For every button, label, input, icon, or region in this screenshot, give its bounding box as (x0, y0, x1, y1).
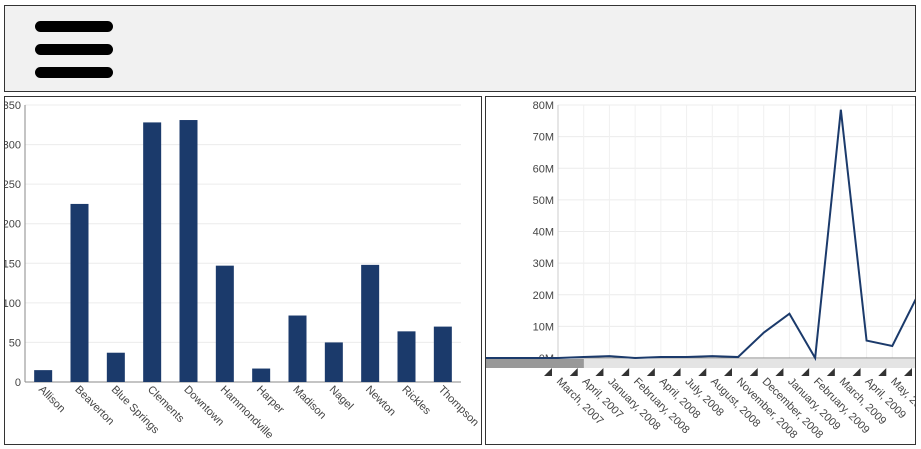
x-tick-marker (775, 368, 784, 376)
y-tick-label: 0 (15, 377, 21, 389)
y-tick-label: 60M (533, 163, 554, 175)
bar (324, 342, 343, 382)
y-tick-label: 20M (533, 290, 554, 302)
bar (106, 352, 125, 382)
line-chart: 0M10M20M30M40M50M60M70M80MMarch, 2007Apr… (486, 100, 915, 441)
bar (215, 265, 234, 382)
x-tick-label: Madison (290, 384, 328, 422)
range-selector-selection (486, 359, 584, 368)
menu-bar-bottom (35, 67, 113, 78)
bar (433, 326, 452, 382)
bar (70, 203, 89, 382)
hamburger-menu-icon[interactable] (35, 20, 115, 78)
y-tick-label: 350 (5, 100, 21, 112)
y-tick-label: 50M (533, 195, 554, 207)
x-tick-marker (904, 368, 912, 376)
y-tick-label: 200 (5, 219, 21, 231)
y-tick-label: 250 (5, 179, 21, 191)
x-tick-marker (544, 368, 552, 376)
x-tick-marker (672, 368, 681, 376)
x-tick-marker (826, 368, 835, 376)
bar (361, 264, 380, 382)
bar (179, 120, 198, 382)
bar (288, 315, 307, 382)
range-selector-track (486, 359, 915, 368)
x-tick-label: Allison (36, 384, 67, 415)
x-tick-marker (621, 368, 630, 376)
y-tick-label: 10M (533, 321, 554, 333)
line-chart-panel: 0M10M20M30M40M50M60M70M80MMarch, 2007Apr… (485, 96, 916, 445)
series-line (486, 109, 915, 362)
bar-chart-panel: 050100150200250300350AllisonBeavertonBlu… (4, 96, 482, 445)
x-tick-marker (698, 368, 707, 376)
menu-bar-middle (35, 44, 113, 55)
y-tick-label: 100 (5, 298, 21, 310)
x-tick-marker (724, 368, 732, 376)
bar (143, 122, 162, 382)
x-tick-marker (595, 368, 604, 376)
x-tick-label: Thompson (436, 384, 481, 429)
y-tick-label: 80M (533, 100, 554, 112)
y-tick-label: 50 (9, 337, 21, 349)
y-tick-label: 300 (5, 140, 21, 152)
y-tick-label: 30M (533, 258, 554, 270)
x-tick-marker (878, 368, 887, 376)
y-tick-label: 150 (5, 258, 21, 270)
x-tick-marker (646, 368, 655, 376)
bar (397, 331, 416, 382)
x-tick-marker (749, 368, 758, 376)
y-tick-label: 70M (533, 132, 554, 144)
x-tick-marker (569, 368, 578, 376)
app-header (4, 5, 916, 92)
bar (252, 368, 271, 382)
x-tick-marker (852, 368, 861, 376)
x-tick-label: Newton (363, 384, 398, 419)
x-tick-marker (801, 368, 810, 376)
menu-bar-top (35, 21, 113, 32)
x-tick-label: Harper (254, 384, 286, 416)
x-tick-label: Rickles (399, 384, 433, 418)
bar (34, 370, 53, 382)
y-tick-label: 40M (533, 227, 554, 239)
x-tick-label: Nagel (327, 384, 356, 413)
bar-chart: 050100150200250300350AllisonBeavertonBlu… (5, 100, 481, 441)
